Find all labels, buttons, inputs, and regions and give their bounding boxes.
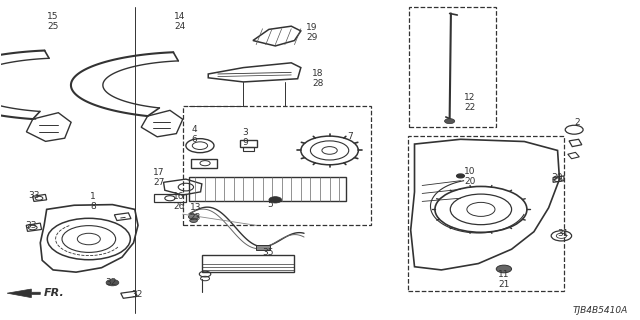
Circle shape <box>445 119 455 124</box>
Text: 5: 5 <box>268 200 273 209</box>
Circle shape <box>189 219 197 222</box>
Bar <box>410 7 495 126</box>
Text: 13
23: 13 23 <box>189 203 201 222</box>
Text: 30: 30 <box>551 173 563 182</box>
Bar <box>189 177 346 201</box>
Text: 2: 2 <box>574 118 580 127</box>
Text: 16
26: 16 26 <box>173 192 184 211</box>
Text: 19
29: 19 29 <box>306 23 317 42</box>
Text: 14
24: 14 24 <box>174 12 185 31</box>
Circle shape <box>496 265 511 273</box>
Text: 33: 33 <box>28 190 40 200</box>
Circle shape <box>188 214 198 219</box>
Bar <box>256 245 270 250</box>
Bar <box>202 255 294 272</box>
Text: 18
28: 18 28 <box>312 69 324 88</box>
Text: 35: 35 <box>262 248 273 257</box>
Text: 7: 7 <box>347 132 353 140</box>
Circle shape <box>269 197 282 203</box>
Text: 10
20: 10 20 <box>465 167 476 186</box>
Text: 17
27: 17 27 <box>154 168 165 187</box>
Text: 32: 32 <box>132 290 143 299</box>
Bar <box>408 136 564 291</box>
Text: TJB4B5410A: TJB4B5410A <box>573 306 628 315</box>
Circle shape <box>457 174 465 178</box>
Text: 11
21: 11 21 <box>498 270 509 289</box>
Text: FR.: FR. <box>44 288 65 298</box>
Circle shape <box>106 279 119 286</box>
Text: 15
25: 15 25 <box>47 12 59 31</box>
Polygon shape <box>7 289 40 298</box>
Text: 3
9: 3 9 <box>242 128 248 147</box>
Text: 33: 33 <box>26 221 37 230</box>
Text: 32: 32 <box>105 278 116 287</box>
Text: 31: 31 <box>557 229 569 238</box>
Text: 12
22: 12 22 <box>465 93 476 112</box>
Text: 1
8: 1 8 <box>90 192 96 211</box>
Text: 4
6: 4 6 <box>191 125 196 144</box>
Bar <box>182 106 371 225</box>
